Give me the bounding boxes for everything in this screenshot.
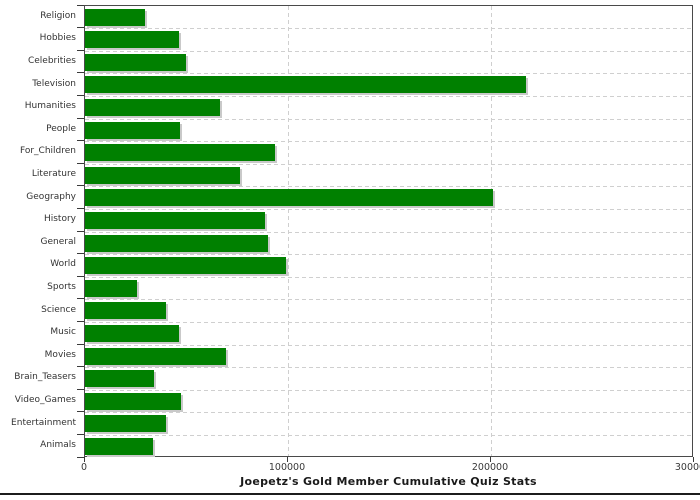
category-label-hobbies: Hobbies	[39, 33, 76, 44]
category-gridline	[85, 299, 692, 301]
category-label-entertainment: Entertainment	[11, 417, 76, 428]
category-axis-tick	[77, 456, 84, 458]
category-gridline	[85, 231, 692, 233]
bar-brain_teasers	[85, 370, 154, 388]
bar-people	[85, 121, 181, 139]
bar-for_children	[85, 144, 275, 162]
category-label-humanities: Humanities	[24, 101, 76, 112]
bar-literature	[85, 166, 241, 184]
category-label-world: World	[50, 259, 76, 270]
category-axis-tick	[77, 94, 84, 96]
bar-science	[85, 302, 167, 320]
category-label-science: Science	[41, 304, 76, 315]
category-gridline	[85, 186, 692, 188]
category-label-for_children: For_Children	[19, 146, 76, 157]
category-gridline	[85, 50, 692, 52]
category-axis-tick	[77, 433, 84, 435]
category-gridline	[85, 321, 692, 323]
category-axis-tick	[77, 117, 84, 119]
range-gridline	[287, 6, 289, 456]
category-gridline	[85, 141, 692, 143]
category-label-brain_teasers: Brain_Teasers	[14, 372, 76, 383]
category-axis-tick	[77, 162, 84, 164]
category-axis-tick	[77, 275, 84, 277]
category-gridline	[85, 412, 692, 414]
category-label-general: General	[40, 236, 76, 247]
category-axis-tick	[77, 49, 84, 51]
range-gridline	[490, 6, 492, 456]
category-axis-tick	[77, 140, 84, 142]
bar-history	[85, 211, 265, 229]
category-gridline	[85, 163, 692, 165]
bar-religion	[85, 8, 145, 26]
category-label-religion: Religion	[40, 10, 76, 21]
category-label-geography: Geography	[26, 191, 76, 202]
bar-world	[85, 257, 286, 275]
bar-hobbies	[85, 31, 180, 49]
value-axis-tick	[693, 457, 694, 462]
category-axis-tick	[77, 72, 84, 74]
category-label-history: History	[43, 214, 76, 225]
category-axis-tick	[77, 320, 84, 322]
category-axis-tick	[77, 411, 84, 413]
category-axis-tick	[77, 366, 84, 368]
category-label-movies: Movies	[44, 349, 76, 360]
value-axis-tick	[84, 457, 85, 462]
value-axis-label: 100000	[268, 462, 306, 473]
chart-title: Joepetz's Gold Member Cumulative Quiz St…	[240, 475, 537, 488]
value-axis-label: 200000	[471, 462, 509, 473]
category-label-celebrities: Celebrities	[27, 56, 76, 66]
bar-general	[85, 234, 268, 252]
bar-sports	[85, 279, 137, 297]
category-label-literature: Literature	[31, 169, 76, 179]
bar-celebrities	[85, 53, 186, 71]
category-axis-tick	[77, 4, 84, 6]
bar-entertainment	[85, 415, 167, 433]
category-gridline	[85, 254, 692, 256]
category-label-people: People	[46, 123, 76, 134]
value-axis-tick	[490, 457, 491, 462]
bottom-divider	[0, 493, 700, 495]
category-label-television: Television	[32, 78, 76, 89]
value-axis-tick	[287, 457, 288, 462]
category-gridline	[85, 95, 692, 97]
category-gridline	[85, 389, 692, 391]
bar-humanities	[85, 98, 220, 116]
bar-video_games	[85, 392, 182, 410]
category-axis-tick	[77, 27, 84, 29]
category-label-music: Music	[50, 327, 76, 338]
category-label-video_games: Video_Games	[14, 395, 76, 405]
category-axis-tick	[77, 298, 84, 300]
value-axis-label: 0	[80, 462, 88, 473]
category-axis-tick	[77, 388, 84, 390]
category-gridline	[85, 28, 692, 30]
category-label-sports: Sports	[47, 282, 76, 292]
bar-animals	[85, 437, 153, 455]
bar-television	[85, 76, 526, 94]
category-gridline	[85, 276, 692, 278]
category-gridline	[85, 434, 692, 436]
category-gridline	[85, 208, 692, 210]
category-gridline	[85, 73, 692, 75]
plot-area	[84, 5, 693, 457]
category-label-animals: Animals	[40, 440, 76, 451]
category-axis-tick	[77, 185, 84, 187]
category-axis-tick	[77, 253, 84, 255]
bar-geography	[85, 189, 493, 207]
category-gridline	[85, 367, 692, 369]
category-axis-tick	[77, 230, 84, 232]
category-gridline	[85, 118, 692, 120]
bar-music	[85, 324, 180, 342]
category-axis-tick	[77, 343, 84, 345]
category-axis-tick	[77, 207, 84, 209]
bar-movies	[85, 347, 227, 365]
value-axis-label: 300000	[674, 462, 700, 473]
category-gridline	[85, 344, 692, 346]
